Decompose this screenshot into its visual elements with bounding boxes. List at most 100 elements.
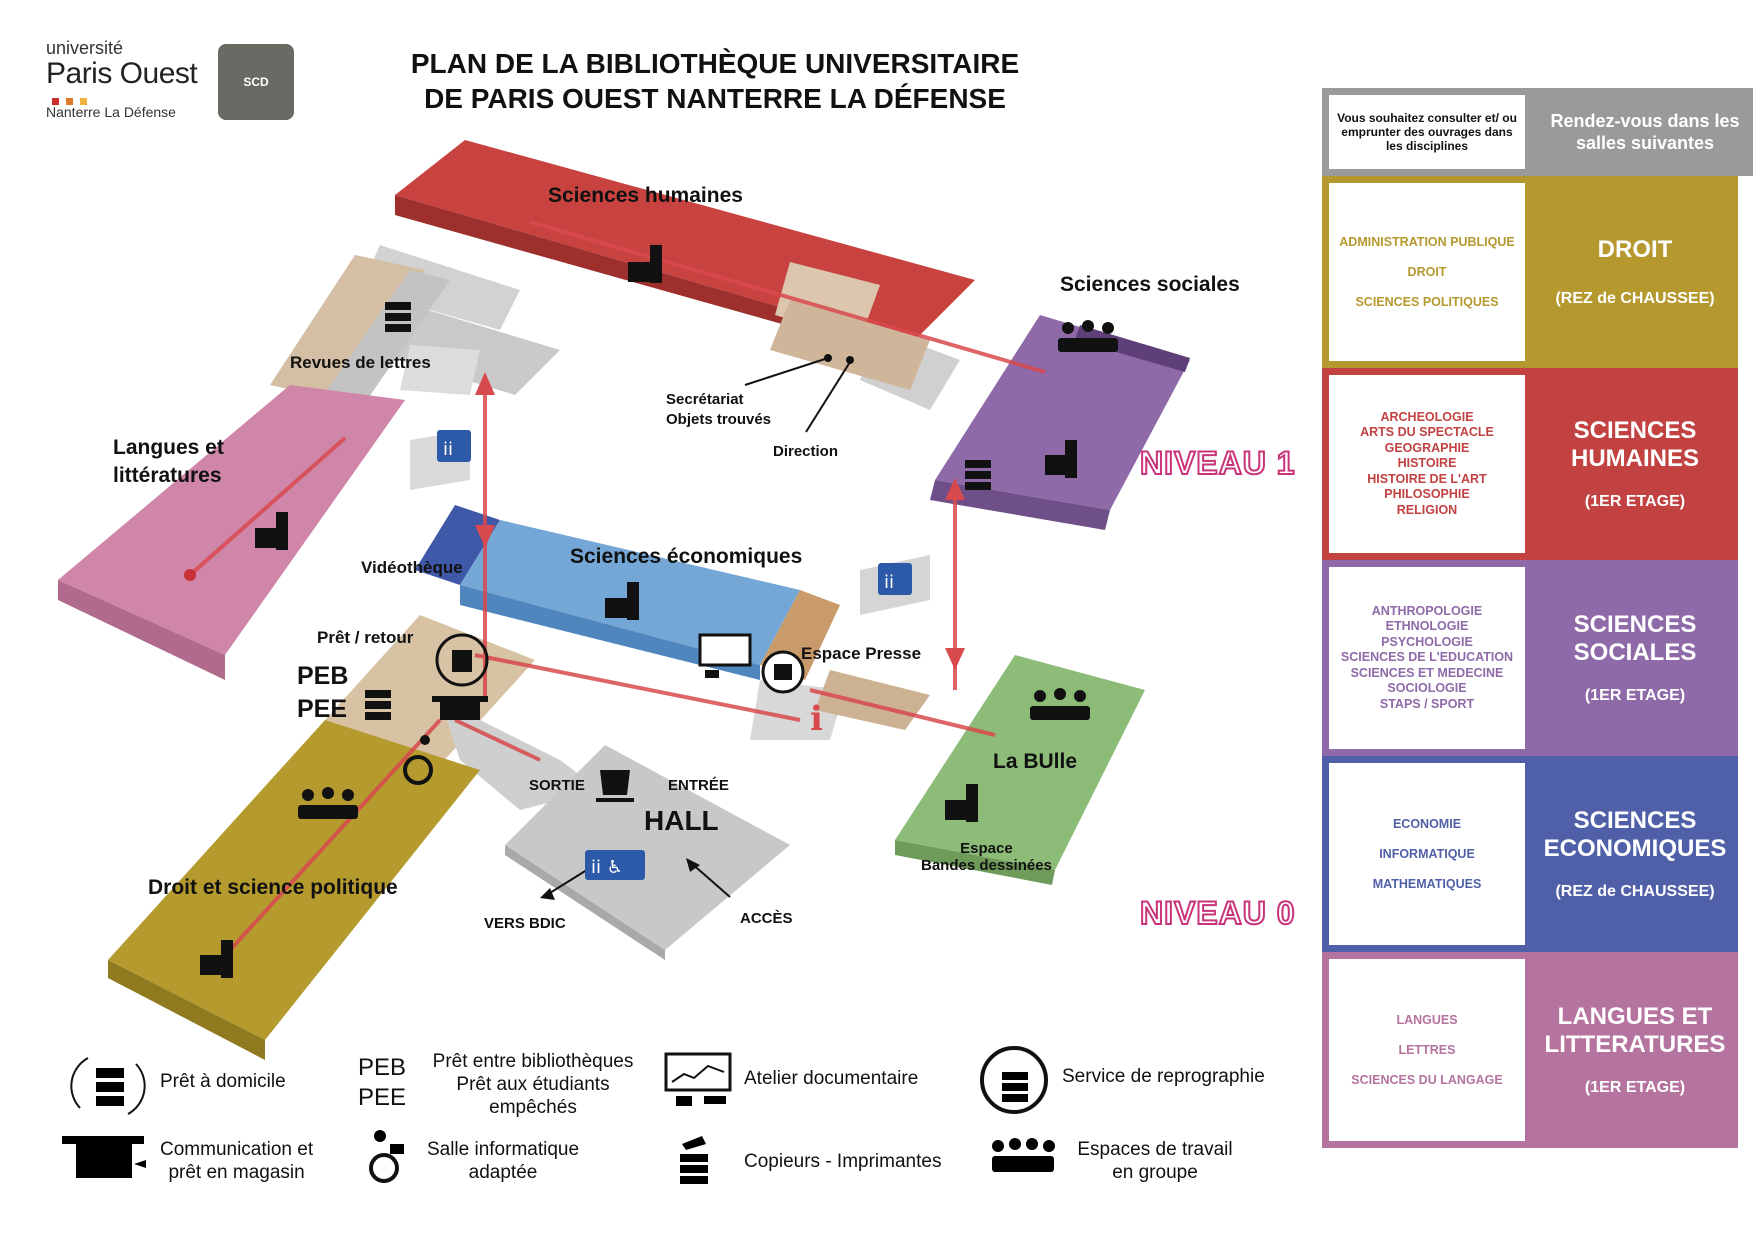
- discipline-item: ARCHEOLOGIE: [1380, 409, 1474, 424]
- label-entree: ENTRÉE: [668, 777, 729, 794]
- copieurs-imprimantes-icon: [680, 1136, 708, 1184]
- label-secretariat-line1: Secrétariat: [666, 391, 744, 408]
- discipline-item: HISTOIRE: [1397, 456, 1457, 471]
- disciplines-sciences-sociales: ANTHROPOLOGIE ETHNOLOGIE PSYCHOLOGIE SCI…: [1322, 560, 1532, 756]
- room-langues: LANGUES ET LITTERATURES (1ER ETAGE): [1532, 952, 1738, 1148]
- label-espace-bd: Espace Bandes dessinées: [921, 840, 1052, 874]
- room-floor: (REZ de CHAUSSEE): [1555, 290, 1715, 307]
- room-floor: (1ER ETAGE): [1584, 687, 1686, 704]
- legend-reprographie: Service de reprographie: [1062, 1066, 1265, 1087]
- label-niveau-0: NIVEAU 0: [1139, 894, 1296, 932]
- logo-line-1: université: [46, 38, 124, 58]
- group-work-icon: [298, 787, 358, 819]
- room-droit: DROIT (REZ de CHAUSSEE): [1532, 176, 1738, 368]
- label-secretariat-line2: Objets trouvés: [666, 411, 772, 428]
- label-videotheque: Vidéothèque: [361, 558, 463, 577]
- room-floor: (1ER ETAGE): [1584, 493, 1686, 510]
- label-langues-line1: Langues et: [113, 436, 224, 459]
- legend-espaces-1: Espaces de travail: [1077, 1139, 1233, 1160]
- arrow-acces: [686, 858, 700, 872]
- discipline-item: SCIENCES ET MEDECINE: [1350, 665, 1504, 680]
- discipline-item: SOCIOLOGIE: [1387, 681, 1467, 696]
- table-row-langues: LANGUES LETTRES SCIENCES DU LANGAGE LANG…: [1322, 952, 1738, 1148]
- shelf-block: [400, 345, 480, 395]
- discipline-item: SCIENCES DE L'EDUCATION: [1340, 650, 1514, 665]
- corridor-level0: [440, 700, 600, 810]
- title-line-1: PLAN DE LA BIBLIOTHÈQUE UNIVERSITAIRE: [410, 48, 1020, 79]
- table-header-row: Vous souhaitez consulter et/ ou emprunte…: [1322, 88, 1753, 176]
- legend-copieurs: Copieurs - Imprimantes: [744, 1151, 942, 1172]
- discipline-item: RELIGION: [1396, 502, 1458, 517]
- label-droit-science-politique: Droit et science politique: [148, 876, 398, 899]
- label-peb-pee: PEB PEE: [297, 660, 348, 726]
- discipline-item: PHILOSOPHIE: [1384, 487, 1470, 502]
- room-name: LANGUES ET LITTERATURES: [1544, 1003, 1726, 1058]
- university-logo: université Paris Ouest Nanterre La Défen…: [46, 38, 216, 120]
- zone-pret-peb: [325, 615, 535, 765]
- discipline-item: SCIENCES POLITIQUES: [1355, 295, 1499, 309]
- wheelchair-icon: [403, 735, 433, 785]
- discipline-item: MATHEMATIQUES: [1372, 877, 1482, 891]
- label-pee: PEE: [297, 695, 348, 723]
- label-vers-bdic: VERS BDIC: [484, 915, 566, 932]
- info-icon: i: [810, 699, 823, 739]
- disciplines-sciences-humaines: ARCHEOLOGIE ARTS DU SPECTACLE GEOGRAPHIE…: [1322, 368, 1532, 560]
- group-work-icon: [1030, 688, 1090, 720]
- zone-sciences-sociales-top: [1075, 325, 1190, 372]
- office-block-right: [815, 670, 930, 730]
- logo-dots: [52, 92, 216, 105]
- reprographie-stack: [774, 664, 792, 680]
- logo-line-2: Paris Ouest: [46, 57, 198, 90]
- discipline-item: PSYCHOLOGIE: [1381, 634, 1473, 649]
- legend-espaces-2: en groupe: [1112, 1162, 1198, 1183]
- svg-text:ii: ii: [884, 572, 894, 593]
- cafe-icon: [596, 770, 634, 802]
- table-header-right: Rendez-vous dans les salles suivantes: [1532, 88, 1753, 176]
- legend-atelier: Atelier documentaire: [744, 1068, 919, 1089]
- discipline-item: ECONOMIE: [1392, 817, 1462, 831]
- room-name: SCIENCES ECONOMIQUES: [1543, 807, 1727, 862]
- label-langues: Langues et littératures: [113, 434, 224, 490]
- discipline-item: HISTOIRE DE L'ART: [1367, 471, 1487, 486]
- arrow-vers-bdic: [540, 888, 555, 900]
- label-la-bulle: La BUlle: [993, 750, 1078, 773]
- toilets-icon: ii: [878, 563, 912, 595]
- map-icons: ii ii ii ♿: [200, 245, 1118, 978]
- legend-peb-desc-1: Prêt entre bibliothèques: [432, 1051, 634, 1072]
- discipline-item: INFORMATIQUE: [1379, 847, 1475, 861]
- svg-text:ii ♿: ii ♿: [591, 857, 623, 878]
- label-sciences-sociales: Sciences sociales: [1060, 273, 1240, 296]
- walkway-revues: [320, 270, 450, 410]
- discipline-table: Vous souhaitez consulter et/ ou emprunte…: [1322, 88, 1753, 1156]
- espaces-travail-groupe-icon: [992, 1138, 1055, 1172]
- copier-icon: [385, 302, 411, 332]
- zone-langues: [58, 385, 405, 655]
- atelier-icon: [698, 633, 752, 678]
- toilets-icon: ii: [437, 430, 471, 462]
- zone-sciences-economiques-side: [460, 585, 760, 680]
- label-hall: HALL: [644, 805, 719, 836]
- discipline-item: STAPS / SPORT: [1379, 696, 1475, 711]
- salle-informatique-adaptee-icon: [369, 1130, 404, 1183]
- disciplines-droit: ADMINISTRATION PUBLIQUE DROIT SCIENCES P…: [1322, 176, 1532, 368]
- office-block-secretariat: [770, 300, 930, 390]
- label-espace-bd-line1: Espace: [960, 840, 1013, 857]
- hall-floor-side: [505, 845, 665, 960]
- table-row-sciences-economiques: ECONOMIE INFORMATIQUE MATHEMATIQUES SCIE…: [1322, 756, 1738, 952]
- zone-langues-side: [58, 580, 225, 680]
- legend-communication: Communication et prêt en magasin: [160, 1138, 313, 1184]
- reading-desk-icon: [1045, 440, 1077, 478]
- room-name: SCIENCES SOCIALES: [1573, 611, 1697, 666]
- pointer-dot: [824, 354, 832, 362]
- label-acces: ACCÈS: [740, 910, 793, 927]
- reading-desk-icon: [628, 245, 662, 283]
- label-langues-line2: littératures: [113, 464, 222, 487]
- legend-peb-desc-2: Prêt aux étudiants: [456, 1074, 610, 1095]
- title-line-2: DE PARIS OUEST NANTERRE LA DÉFENSE: [424, 83, 1006, 114]
- discipline-item: DROIT: [1407, 265, 1447, 279]
- table-row-sciences-humaines: ARCHEOLOGIE ARTS DU SPECTACLE GEOGRAPHIE…: [1322, 368, 1738, 560]
- room-floor: (1ER ETAGE): [1584, 1079, 1686, 1096]
- discipline-item: LANGUES: [1396, 1013, 1458, 1027]
- room-name: SCIENCES HUMAINES: [1570, 417, 1699, 472]
- label-niveau-1: NIVEAU 1: [1139, 444, 1296, 482]
